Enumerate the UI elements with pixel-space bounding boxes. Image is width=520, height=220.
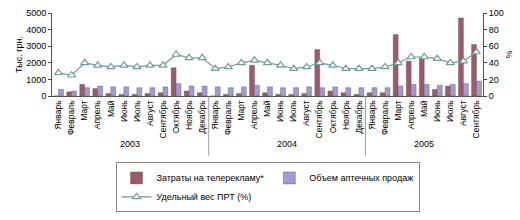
svg-text:Июнь: Июнь xyxy=(432,100,442,122)
svg-text:5000: 5000 xyxy=(26,8,46,18)
svg-text:Январь: Январь xyxy=(210,100,220,130)
svg-text:80: 80 xyxy=(489,25,499,35)
svg-text:4000: 4000 xyxy=(26,25,46,35)
svg-text:Май: Май xyxy=(262,100,272,117)
svg-text:Май: Май xyxy=(419,100,429,117)
svg-text:Март: Март xyxy=(79,100,89,120)
svg-text:%: % xyxy=(504,50,514,58)
svg-text:Февраль: Февраль xyxy=(380,100,390,135)
svg-text:Октябрь: Октябрь xyxy=(328,100,338,134)
svg-text:Январь: Январь xyxy=(53,100,63,130)
svg-text:Объем аптечных продаж: Объем аптечных продаж xyxy=(309,173,413,183)
svg-text:Сентябрь: Сентябрь xyxy=(471,100,481,139)
svg-text:0: 0 xyxy=(489,91,494,101)
svg-text:Апрель: Апрель xyxy=(92,100,102,129)
svg-text:100: 100 xyxy=(489,8,504,18)
svg-text:Удельный вес ПРТ (%): Удельный вес ПРТ (%) xyxy=(157,192,252,202)
svg-text:Сентябрь: Сентябрь xyxy=(315,100,325,139)
svg-text:Август: Август xyxy=(301,100,311,126)
svg-text:Май: Май xyxy=(106,100,116,117)
svg-text:Октябрь: Октябрь xyxy=(171,100,181,134)
svg-text:0: 0 xyxy=(41,91,46,101)
svg-text:3000: 3000 xyxy=(26,41,46,51)
svg-text:60: 60 xyxy=(489,41,499,51)
svg-text:Затраты на телерекламу*: Затраты на телерекламу* xyxy=(157,173,265,183)
svg-text:2000: 2000 xyxy=(26,58,46,68)
svg-text:Март: Март xyxy=(393,100,403,120)
svg-text:40: 40 xyxy=(489,58,499,68)
svg-text:Тыс. грн.: Тыс. грн. xyxy=(14,36,24,73)
svg-text:Июль: Июль xyxy=(288,100,298,122)
svg-text:Июль: Июль xyxy=(132,100,142,122)
svg-text:Июнь: Июнь xyxy=(275,100,285,122)
svg-text:Апрель: Апрель xyxy=(249,100,259,129)
svg-text:Апрель: Апрель xyxy=(406,100,416,129)
svg-text:2003: 2003 xyxy=(120,139,140,149)
svg-text:Ноябрь: Ноябрь xyxy=(341,100,351,130)
svg-text:Март: Март xyxy=(236,100,246,120)
svg-text:2004: 2004 xyxy=(277,139,297,149)
svg-text:Февраль: Февраль xyxy=(223,100,233,135)
svg-text:Июнь: Июнь xyxy=(119,100,129,122)
svg-text:2005: 2005 xyxy=(414,139,434,149)
svg-text:Ноябрь: Ноябрь xyxy=(184,100,194,130)
svg-text:Декабрь: Декабрь xyxy=(197,100,207,134)
svg-text:Январь: Январь xyxy=(367,100,377,130)
svg-text:Июль: Июль xyxy=(445,100,455,122)
svg-text:20: 20 xyxy=(489,75,499,85)
svg-text:Август: Август xyxy=(145,100,155,126)
svg-text:Август: Август xyxy=(458,100,468,126)
svg-text:1000: 1000 xyxy=(26,75,46,85)
svg-text:Декабрь: Декабрь xyxy=(354,100,364,134)
svg-text:Февраль: Февраль xyxy=(66,100,76,135)
svg-text:Сентябрь: Сентябрь xyxy=(158,100,168,139)
